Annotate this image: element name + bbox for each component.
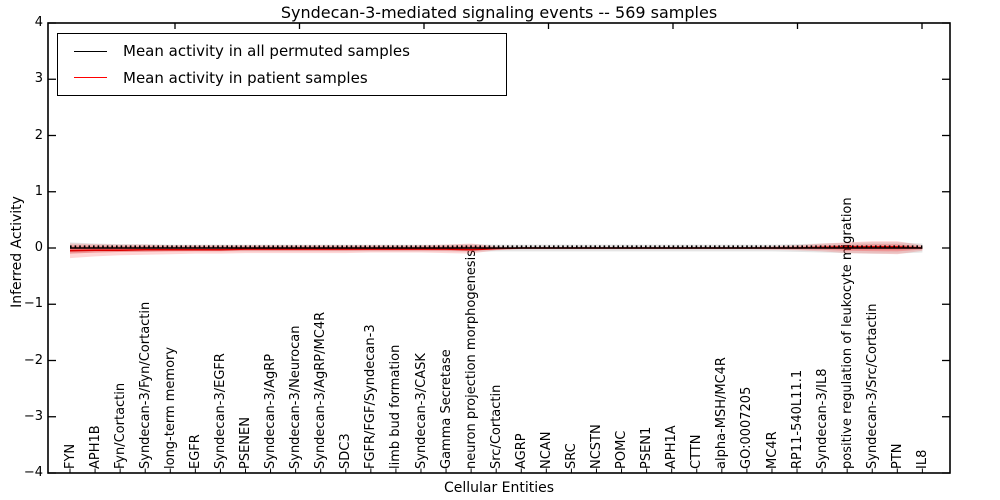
x-tick-label: CTTN (689, 434, 705, 469)
x-tick-label: NCAN (538, 431, 554, 469)
y-tick-label: 0 (34, 240, 43, 255)
legend-item-patient: Mean activity in patient samples (58, 69, 506, 87)
x-axis-label: Cellular Entities (443, 480, 555, 496)
chart-title: Syndecan-3-mediated signaling events -- … (280, 3, 718, 22)
legend-label-permuted: Mean activity in all permuted samples (123, 42, 410, 61)
y-tick-label: −3 (23, 408, 43, 424)
x-tick-label: PSENEN (238, 417, 253, 469)
legend: Mean activity in all permuted samples Me… (57, 33, 507, 96)
legend-line-permuted-icon (74, 50, 107, 52)
x-tick-label: SDC3 (338, 433, 354, 469)
x-tick-label: Src/Cortactin (488, 384, 504, 469)
x-tick-label: Syndecan-3/Fyn/Cortactin (137, 301, 153, 469)
x-tick-label: Syndecan-3/AgRP (263, 353, 279, 469)
patient-band-inner (70, 244, 923, 254)
y-tick-label: 3 (34, 71, 43, 87)
x-tick-label: APH1B (87, 425, 103, 469)
x-tick-label: FGFR/FGF/Syndecan-3 (363, 324, 379, 469)
x-tick-label: PSEN1 (639, 426, 655, 469)
legend-label-patient: Mean activity in patient samples (123, 68, 368, 87)
x-tick-label: Fyn/Cortactin (112, 382, 128, 469)
x-tick-label: RP11-540L11.1 (789, 369, 805, 469)
x-tick-label: FYN (62, 443, 78, 469)
x-tick-label: IL8 (914, 449, 930, 469)
x-tick-label: alpha-MSH/MC4R (714, 357, 730, 469)
x-tick-label: APH1A (664, 425, 680, 469)
y-tick-label: −2 (23, 352, 43, 368)
x-tick-label: Syndecan-3/AgRP/MC4R (313, 311, 329, 469)
x-tick-label: Syndecan-3/CASK (413, 353, 429, 469)
y-tick-label: 1 (34, 183, 43, 199)
x-tick-label: Syndecan-3/Neurocan (288, 325, 304, 469)
x-tick-label: MC4R (764, 431, 780, 469)
x-tick-label: Syndecan-3/EGFR (212, 353, 228, 469)
legend-line-patient-icon (74, 77, 107, 79)
x-tick-label: SRC (563, 443, 579, 469)
x-tick-label: Syndecan-3/Src/Cortactin (864, 303, 880, 469)
permuted-band (70, 242, 923, 254)
y-tick-label: −1 (23, 296, 43, 312)
x-tick-label: long-term memory (162, 346, 178, 469)
y-tick-label: −4 (23, 465, 43, 480)
patient-band (70, 241, 923, 259)
y-axis-label: Inferred Activity (9, 196, 25, 308)
x-tick-label: POMC (614, 430, 629, 469)
x-tick-label: PTN (889, 443, 905, 469)
y-tick-label: 4 (34, 15, 43, 30)
x-tick-label: NCSTN (589, 424, 604, 469)
legend-item-permuted: Mean activity in all permuted samples (58, 42, 506, 60)
x-tick-label: limb bud formation (388, 344, 404, 469)
x-tick-label: Gamma Secretase (438, 349, 454, 469)
x-tick-label: positive regulation of leukocyte migrati… (839, 197, 855, 469)
x-tick-label: Syndecan-3/IL8 (814, 368, 830, 469)
x-tick-label: GO:0007205 (739, 386, 755, 469)
x-tick-label: AGRP (513, 433, 529, 469)
patient-mean-line (69, 246, 923, 252)
x-tick-label: neuron projection morphogenesis (463, 250, 479, 469)
y-tick-label: 2 (34, 127, 43, 143)
patient-band-core (70, 246, 923, 251)
x-tick-label: EGFR (187, 434, 203, 469)
